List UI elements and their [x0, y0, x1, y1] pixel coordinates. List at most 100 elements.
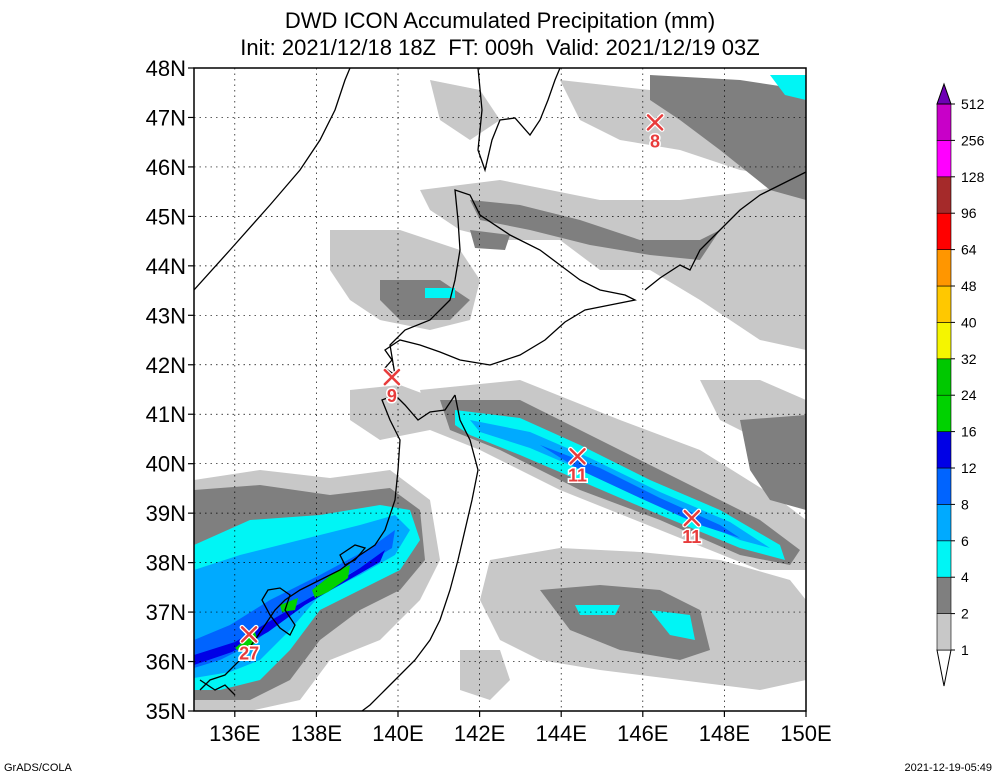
precip-area-1mm — [460, 650, 510, 700]
y-tick-label: 46N — [146, 155, 186, 180]
y-tick-label: 35N — [146, 699, 186, 724]
colorbar-swatch — [936, 358, 952, 396]
coastline-sakhalin — [477, 68, 561, 173]
marker-value-label: 27 — [239, 643, 259, 663]
colorbar-label: 16 — [961, 424, 977, 440]
colorbar-upper-arrow — [936, 82, 952, 105]
colorbar-label: 32 — [961, 351, 977, 367]
map-subtitle: Init: 2021/12/18 18Z FT: 009h Valid: 202… — [240, 35, 760, 60]
precip-area-2mm — [650, 75, 806, 200]
colorbar-label: 1 — [961, 642, 969, 658]
marker-value-label: 9 — [387, 386, 397, 406]
colorbar-label: 24 — [961, 387, 977, 403]
x-tick-label: 136E — [209, 721, 260, 746]
x-tick-label: 146E — [617, 721, 668, 746]
colorbar-label: 12 — [961, 460, 977, 476]
x-mark-icon — [683, 509, 701, 527]
y-tick-label: 44N — [146, 254, 186, 279]
max-precip-marker: 11 — [681, 508, 703, 549]
precip-area-4mm — [425, 288, 455, 298]
coastline-wakasa — [199, 679, 236, 696]
precip-area-16mm — [312, 565, 350, 598]
y-tick-label: 45N — [146, 204, 186, 229]
coastline-kurils — [644, 171, 806, 291]
colorbar-swatch — [936, 285, 952, 323]
y-tick-label: 38N — [146, 551, 186, 576]
precip-area-2mm — [540, 585, 710, 660]
y-tick-label: 41N — [146, 402, 186, 427]
colorbar-swatch — [936, 212, 952, 250]
colorbar-swatch — [936, 431, 952, 469]
precip-field — [194, 75, 806, 711]
colorbar-swatch — [936, 394, 952, 432]
max-precip-marker: 9 — [382, 367, 402, 408]
colorbar-swatch — [936, 467, 952, 505]
y-tick-label: 47N — [146, 105, 186, 130]
precip-area-1mm — [350, 385, 440, 440]
precip-area-2mm — [740, 415, 806, 510]
max-precip-marker: 8 — [645, 112, 665, 153]
colorbar-swatch — [936, 504, 952, 542]
coastline-hokkaido — [384, 189, 637, 377]
colorbar-label: 64 — [961, 242, 977, 258]
x-mark-icon — [646, 114, 664, 131]
x-tick-label: 138E — [291, 721, 342, 746]
marker-value-label: 11 — [568, 465, 587, 485]
x-mark-icon — [569, 448, 586, 465]
max-precip-marker: 11 — [567, 446, 589, 487]
precip-area-4mm — [575, 605, 620, 615]
colorbar-lower-arrow — [936, 649, 952, 687]
colorbar-swatch — [936, 576, 952, 614]
coastline-asia — [194, 68, 351, 291]
colorbar-swatch — [936, 322, 952, 360]
x-tick-label: 144E — [536, 721, 587, 746]
x-tick-label: 148E — [699, 721, 750, 746]
y-tick-label: 36N — [146, 650, 186, 675]
y-tick-label: 43N — [146, 303, 186, 328]
colorbar-swatch — [936, 140, 952, 178]
colorbar-label: 40 — [961, 314, 977, 330]
x-mark-icon — [383, 368, 401, 386]
colorbar-label: 256 — [961, 132, 985, 148]
colorbar-label: 8 — [961, 496, 969, 512]
x-tick-label: 140E — [372, 721, 423, 746]
map-title: DWD ICON Accumulated Precipitation (mm) — [284, 8, 716, 33]
y-axis: 35N 36N 37N 38N 39N 40N 41N 42N 43N 44N 45N 46N 47N 4… — [146, 56, 194, 724]
colorbar-label: 4 — [961, 569, 969, 585]
coastlines — [194, 68, 806, 711]
coastline-honshu-east — [361, 394, 479, 711]
y-tick-label: 37N — [146, 600, 186, 625]
precip-area-1mm — [430, 80, 500, 140]
y-tick-label: 39N — [146, 501, 186, 526]
coastline-noto — [261, 587, 296, 636]
map-plot-area — [194, 68, 806, 711]
colorbar-label: 6 — [961, 533, 969, 549]
colorbar-swatch — [936, 540, 952, 578]
max-precip-markers: 8 9 11 11 27 — [238, 112, 703, 665]
precip-area-12mm — [194, 550, 385, 665]
colorbar-swatch — [936, 613, 952, 651]
colorbar-swatch — [936, 103, 952, 141]
map-frame — [193, 67, 807, 712]
max-precip-marker: 27 — [238, 624, 261, 665]
colorbar-swatch — [936, 176, 952, 214]
colorbar-swatch — [936, 249, 952, 287]
precip-area-4mm — [770, 75, 806, 100]
colorbar-label: 128 — [961, 169, 985, 185]
footer-software: GrADS/COLA — [4, 762, 72, 774]
precip-area-2mm — [470, 200, 720, 260]
marker-value-label: 8 — [650, 131, 660, 151]
y-tick-label: 42N — [146, 353, 186, 378]
colorbar-label: 2 — [961, 606, 969, 622]
precip-area-4mm — [650, 610, 695, 640]
coastline-sado — [339, 544, 367, 566]
precip-area-16mm — [280, 598, 298, 612]
footer-timestamp: 2021-12-19-05:49 — [904, 762, 992, 774]
y-tick-label: 48N — [146, 56, 186, 81]
precip-area-2mm — [470, 230, 510, 250]
x-mark-icon — [240, 626, 258, 643]
x-tick-label: 142E — [454, 721, 505, 746]
colorbar-label: 48 — [961, 278, 977, 294]
